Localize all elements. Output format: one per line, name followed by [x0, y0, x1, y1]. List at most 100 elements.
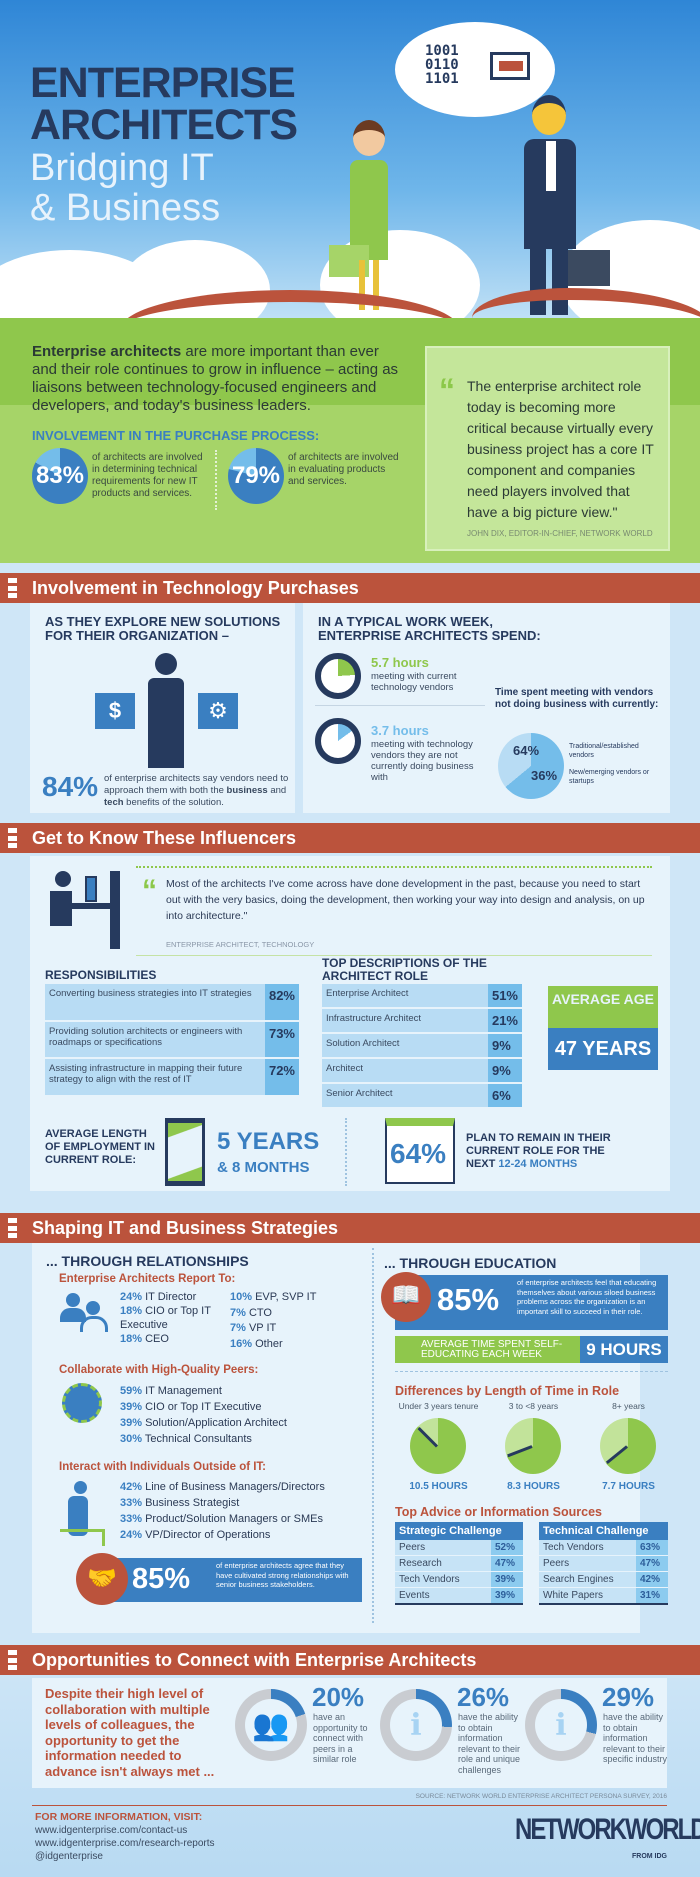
- info-icon: i: [390, 1699, 442, 1751]
- table-row: Tech Vendors 39%: [395, 1571, 523, 1588]
- ring-text: have an opportunity to connect with peer…: [313, 1712, 368, 1764]
- table-row: Events 39%: [395, 1587, 523, 1605]
- table-row: Senior Architect 6%: [322, 1083, 522, 1109]
- vendor-heading: Time spent meeting with vendors not doin…: [495, 687, 659, 710]
- table-row: Peers 47%: [539, 1555, 668, 1572]
- intro-content: Enterprise architects are more important…: [0, 318, 700, 563]
- table-row: Converting business strategies into IT s…: [45, 984, 299, 1022]
- ring-text: have the ability to obtain information r…: [458, 1712, 521, 1775]
- page-subtitle: Bridging IT & Business: [30, 147, 221, 229]
- contact-link[interactable]: www.idgenterprise.com/contact-us: [35, 1825, 188, 1836]
- calendar-icon: [385, 1118, 455, 1184]
- clock-hand: [417, 1427, 439, 1448]
- clock-hand: [605, 1445, 628, 1465]
- info-icon: i: [535, 1699, 587, 1751]
- strategic-challenge-table: Strategic Challenge Peers 52% Research 47%…: [395, 1522, 523, 1605]
- divider: [32, 1805, 667, 1806]
- editor-quote: “ The enterprise architect role today is…: [425, 346, 670, 551]
- source-note: SOURCE: NETWORK WORLD ENTERPRISE ARCHITE…: [415, 1793, 667, 1800]
- quote-mark-icon: “: [439, 372, 455, 408]
- responsibilities-table: Converting business strategies into IT s…: [45, 984, 299, 1097]
- vendor-new-label: New/emerging vendors or startups: [569, 769, 650, 785]
- panel-heading: IN A TYPICAL WORK WEEK, ENTERPRISE ARCHI…: [318, 614, 541, 643]
- list-item: 59% IT Management: [120, 1385, 222, 1397]
- list-item: 10% EVP, SVP IT: [230, 1291, 317, 1303]
- average-age-badge: AVERAGE AGE 47 YEARS: [548, 986, 658, 1070]
- vendor-new-pct: 36%: [531, 768, 558, 783]
- list-item: 18% CEO: [120, 1333, 169, 1345]
- list-item: 7% VP IT: [230, 1322, 277, 1334]
- vendor-established-pct: 64%: [513, 743, 540, 758]
- work-week-panel: IN A TYPICAL WORK WEEK, ENTERPRISE ARCHI…: [303, 603, 670, 813]
- strategies-section: Shaping IT and Business Strategies ... T…: [0, 1213, 700, 1638]
- list-item: 18% CIO or Top IT Executive: [120, 1305, 211, 1331]
- ring-text: have the ability to obtain information r…: [603, 1712, 668, 1764]
- table-row: Tech Vendors 63%: [539, 1540, 668, 1556]
- remain-text: PLAN TO REMAIN IN THEIR CURRENT ROLE FOR…: [466, 1132, 611, 1170]
- relationships-heading: ... THROUGH RELATIONSHIPS: [46, 1253, 249, 1269]
- hourglass-icon: [165, 1118, 205, 1186]
- vendor-pie: [498, 733, 564, 799]
- list-item: 24% IT Director: [120, 1291, 197, 1303]
- vendor-established-label: Traditional/established vendors: [569, 743, 639, 759]
- research-reports-link[interactable]: www.idgenterprise.com/research-reports: [35, 1838, 215, 1849]
- twitter-handle-link[interactable]: @idgenterprise: [35, 1851, 103, 1862]
- ring-pct: 29%: [602, 1682, 655, 1712]
- table-row: Research 47%: [395, 1555, 523, 1572]
- climbing-stairs-icon: [60, 1481, 105, 1546]
- tenure-group-label: Under 3 years tenure: [398, 1401, 479, 1411]
- ring-pct: 26%: [457, 1682, 510, 1712]
- outside-list: 42% Line of Business Managers/Directors …: [120, 1479, 325, 1543]
- divider: [215, 450, 217, 510]
- tenure-hours: 7.7 HOURS: [602, 1481, 655, 1492]
- gear-arrow-icon: ⚙: [198, 693, 238, 729]
- section-header-opportunities: Opportunities to Connect with Enterprise…: [0, 1645, 700, 1675]
- tenure-label: AVERAGE LENGTH OF EMPLOYMENT IN CURRENT …: [45, 1128, 155, 1166]
- purchases-section: Involvement in Technology Purchases AS T…: [0, 563, 700, 823]
- technical-challenge-table: Technical Challenge Tech Vendors 63% Peer…: [539, 1522, 668, 1605]
- list-item: 30% Technical Consultants: [120, 1433, 252, 1445]
- woman-illustration: [329, 120, 395, 310]
- speech-bubble: 1001 0110 1101: [395, 22, 555, 117]
- more-info-heading: FOR MORE INFORMATION, VISIT:: [35, 1811, 203, 1823]
- descriptions-heading: TOP DESCRIPTIONS OF THE ARCHITECT ROLE: [322, 956, 487, 983]
- stat-84-text: of enterprise architects say vendors nee…: [104, 773, 289, 808]
- table-row: Solution Architect 9%: [322, 1033, 522, 1059]
- table-row: White Papers 31%: [539, 1587, 668, 1605]
- self-education-banner: AVERAGE TIME SPENT SELF-EDUCATING EACH W…: [395, 1336, 668, 1363]
- ring-chart: 👥: [235, 1689, 307, 1761]
- quote-text: The enterprise architect role today is b…: [467, 378, 654, 520]
- section-marker-icon: [8, 1650, 17, 1670]
- stat-text-79: of architects are involved in evaluating…: [288, 452, 399, 487]
- divider: [315, 705, 485, 706]
- divider: [395, 1371, 668, 1372]
- clock-icon: [410, 1418, 466, 1474]
- peers-list: 59% IT Management 39% CIO or Top IT Exec…: [120, 1383, 287, 1447]
- page-title: ENTERPRISE ARCHITECTS: [30, 59, 298, 149]
- logo-subtext: FROM IDG: [632, 1853, 667, 1860]
- opportunities-lead: Despite their high level of collaboratio…: [45, 1686, 215, 1779]
- relationships-stat-banner: 🤝 85% of enterprise architects agree tha…: [76, 1553, 362, 1605]
- table-row: Infrastructure Architect 21%: [322, 1008, 522, 1034]
- ring-chart: i: [380, 1689, 452, 1761]
- section-header-influencers: Get to Know These Influencers: [0, 823, 700, 853]
- man-illustration: [520, 95, 610, 315]
- hero-banner: ENTERPRISE ARCHITECTS Bridging IT & Busine…: [0, 0, 700, 318]
- quote-author: JOHN DIX, EDITOR-IN-CHIEF, NETWORK WORLD: [467, 529, 653, 538]
- remain-pct: 64%: [390, 1138, 447, 1169]
- list-item: 24% VP/Director of Operations: [120, 1529, 271, 1541]
- sources-heading: Top Advice or Information Sources: [395, 1505, 602, 1519]
- clock-icon: [505, 1418, 561, 1474]
- opportunities-section: Opportunities to Connect with Enterprise…: [0, 1645, 700, 1877]
- person-icon: [148, 653, 184, 768]
- tenure-hours: 8.3 HOURS: [507, 1481, 560, 1492]
- education-stat-banner: 📖 85% of enterprise architects feel that…: [381, 1272, 668, 1330]
- table-row: Architect 9%: [322, 1058, 522, 1084]
- handshake-people-icon: 👥: [245, 1699, 297, 1751]
- influencers-section: Get to Know These Influencers “ Most of …: [0, 823, 700, 1213]
- quote-text: Most of the architects I've come across …: [166, 878, 645, 922]
- section-marker-icon: [8, 578, 17, 598]
- clock-icon: [600, 1418, 656, 1474]
- hours-new-text: meeting with technology vendors they are…: [371, 739, 474, 783]
- education-heading: ... THROUGH EDUCATION: [384, 1255, 557, 1271]
